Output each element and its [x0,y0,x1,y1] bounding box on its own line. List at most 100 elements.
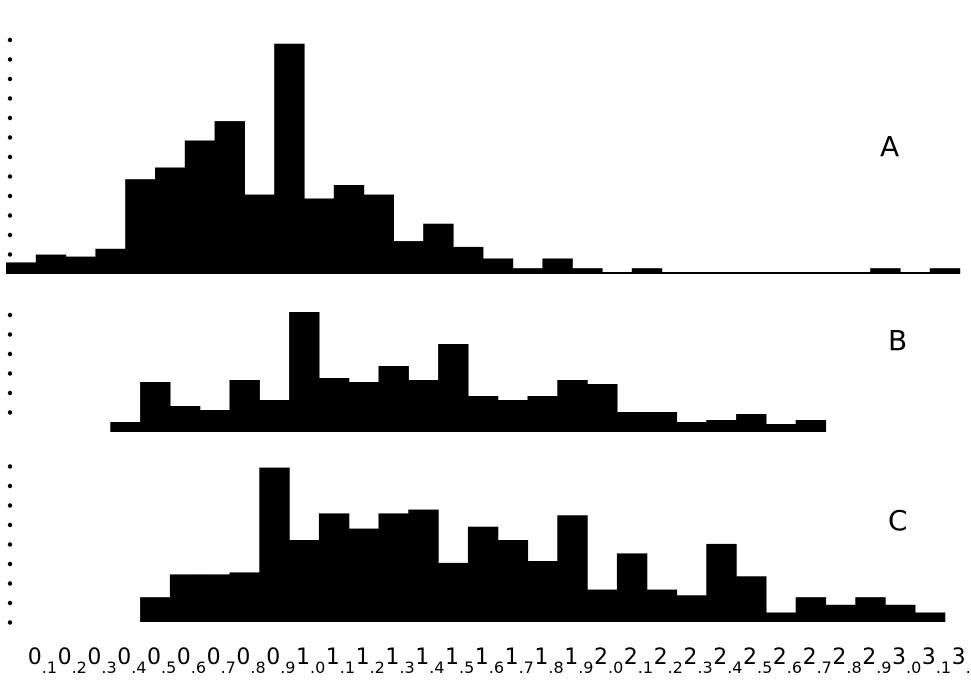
panel-c-bar [557,515,588,622]
panel-c-bar [318,513,350,622]
x-tick-label: 2.1 [624,645,653,677]
panel-b-bar [408,380,439,432]
panel-b-bar [676,422,707,432]
y-unit-dot [7,581,13,586]
y-unit-dot [7,620,13,625]
panel-b-bar [229,380,260,432]
panel-b-bar [318,378,350,432]
x-tick-label: 0.2 [58,645,87,677]
panel-b-bar [706,420,737,432]
panel-a-bar [810,272,841,274]
panel-c-bar [140,597,171,622]
panel-b-bar [199,410,231,432]
panel-a-bar [661,272,692,274]
panel-c-bars [140,467,946,622]
panel-c-bar [467,526,499,622]
y-unit-dot [7,213,13,218]
x-tick-label: 2.2 [654,645,683,677]
panel-b-bar [527,396,558,432]
panel-b-bar [795,420,827,432]
x-tick-label: 0.1 [28,645,57,677]
panel-a-bar [6,262,37,274]
x-tick-label: 3.0 [892,645,921,677]
panel-a-bar [929,268,961,274]
panel-a-bar [900,272,931,274]
panel-b-bar [587,384,618,432]
panel-c-bar [438,562,469,622]
panel-a-bar [602,272,633,274]
panel-a-bar [840,272,871,274]
panel-c-bar [825,604,856,622]
y-unit-dot [7,252,13,257]
panel-c-bar [855,597,886,622]
panel-a-bar [274,43,305,275]
y-unit-dot [7,57,13,62]
panel-a-bar [184,140,216,274]
y-unit-dot [7,351,13,357]
x-tick-label: 1.7 [505,645,534,677]
panel-a-bars [6,43,961,275]
x-tick-label: 1.2 [356,645,385,677]
panel-b-bar [557,380,588,432]
panel-c-bar [646,589,678,622]
panel-a-bar [35,254,67,274]
panel-a-bar [751,272,782,274]
x-tick-label: 1.3 [385,645,414,677]
x-tick-label: 1.9 [564,645,593,677]
panel-a-bar [65,256,96,274]
x-tick-label: 0.4 [117,645,146,677]
y-unit-dot [7,174,13,179]
panel-label-c: C [888,504,908,537]
panel-c-bar [348,528,380,622]
panel-b-bar [140,382,171,432]
panel-a-bar [482,258,514,274]
panel-c-bar [169,574,201,622]
panel-c-bar [408,509,439,622]
panel-b-bar [438,344,469,432]
panel-b-bar [467,396,499,432]
panel-c-bar [706,543,737,622]
y-unit-dot [7,312,13,318]
panel-label-b: B [888,324,907,357]
x-tick-label: 2.4 [713,645,742,677]
y-unit-dot [7,410,13,415]
y-unit-dot [7,371,13,376]
y-unit-dot [7,600,13,606]
panel-c-bar [259,467,290,622]
panel-b-bar [348,382,380,432]
panel-c-bar [795,597,827,622]
panel-b-bar [259,400,290,432]
y-unit-dot [7,154,13,160]
y-unit-dot [7,76,13,82]
panel-a-bar [155,167,186,274]
x-tick-label: 2.6 [773,645,802,677]
panel-b-bar [616,412,648,432]
x-tick-label: 2.8 [832,645,861,677]
panel-c-bar [885,604,916,622]
y-unit-dot [7,522,13,528]
panel-c-bar [229,572,260,622]
y-unit-dot [7,232,13,238]
x-tick-label: 2.7 [803,645,832,677]
panel-b-bar [765,424,797,432]
y-unit-dot [7,503,13,508]
panel-c-bar [616,553,648,622]
panel-c-bar [914,612,946,622]
x-tick-label: 1.5 [445,645,474,677]
panel-a-bar [453,246,484,274]
panel-a-bar [423,223,454,274]
y-unit-dot [7,135,13,140]
panel-a-bar [631,268,663,274]
panel-a-bar [393,241,424,274]
y-unit-dot [7,561,13,567]
y-unit-dot [7,483,13,489]
x-tick-label: 0.8 [236,645,265,677]
panel-c-bar [587,589,618,622]
y-unit-dots [7,37,13,625]
x-tick-label: 3.1 [922,645,951,677]
panel-b-bar [378,366,409,432]
x-tick-label: 1.1 [326,645,355,677]
panel-a-bar [214,121,245,274]
x-tick-label: 2.0 [594,645,623,677]
